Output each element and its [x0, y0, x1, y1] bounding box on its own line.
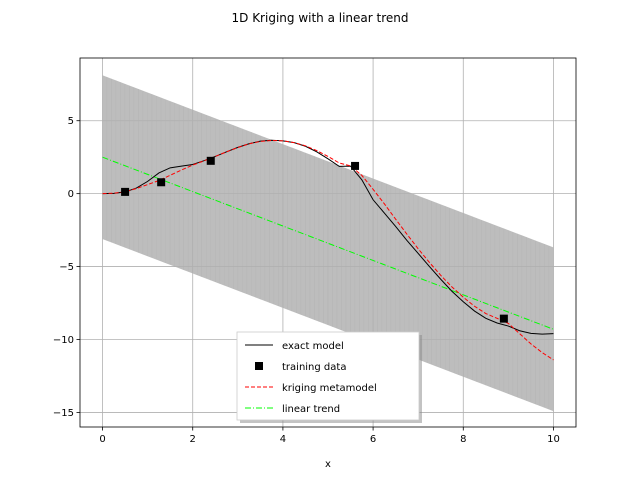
band-strip [201, 113, 207, 279]
linear-trend-line [102, 156, 554, 330]
training-data-point [157, 178, 166, 187]
series-group [102, 139, 554, 361]
band-strip [499, 226, 505, 393]
training-data-point [206, 156, 215, 165]
band-strip [323, 159, 329, 326]
legend-label: training data [282, 362, 346, 373]
band-strip [508, 230, 514, 396]
band-strip [192, 109, 198, 276]
band-strip [530, 238, 536, 405]
training-data-point [121, 187, 130, 196]
band-strip [129, 85, 135, 252]
legend-label: kriging metamodel [282, 383, 377, 394]
kriging-metamodel-line [102, 139, 554, 361]
band-strip [233, 125, 238, 291]
band-strip [305, 152, 311, 319]
band-strip [242, 128, 247, 295]
band-strip [517, 233, 523, 400]
chart-title: 1D Kriging with a linear trend [232, 11, 409, 25]
legend-swatch [255, 362, 263, 370]
legend-label: exact model [282, 341, 344, 352]
band-strip [332, 163, 338, 329]
band-strip [106, 77, 112, 243]
band-strip [273, 140, 279, 307]
legend-box [236, 331, 420, 421]
x-tick-label: 0 [99, 434, 105, 445]
band-strip [314, 156, 320, 322]
y-tick-label: 5 [68, 116, 74, 127]
plot-area: 0 2 4 6 8 10 −15 −10 −5 0 5 exact model training dat… [53, 57, 577, 445]
band-strip [188, 107, 193, 274]
axes-frame [79, 57, 577, 428]
band-strip [363, 175, 369, 341]
band-strip [548, 245, 554, 412]
band-strip [458, 211, 464, 377]
band-strip [404, 190, 410, 357]
y-tick-label: −10 [53, 335, 74, 346]
y-tick-label: 0 [68, 189, 74, 200]
band-strip [219, 120, 225, 286]
grid [80, 58, 576, 427]
ticks: 0 2 4 6 8 10 −15 −10 −5 0 5 [53, 116, 560, 445]
x-tick-label: 2 [190, 434, 196, 445]
y-tick-label: −15 [53, 408, 74, 419]
x-tick-label: 10 [547, 434, 560, 445]
legend: exact model training data kriging metamode… [236, 331, 422, 423]
band-strip [490, 223, 495, 389]
exact-model-line [102, 139, 554, 335]
x-tick-label: 4 [280, 434, 286, 445]
legend-label: linear trend [282, 404, 340, 415]
x-tick-label: 6 [370, 434, 376, 445]
band-strip [476, 218, 482, 384]
band-strip [345, 168, 351, 334]
band-strip [436, 202, 441, 369]
band-strip [260, 135, 266, 302]
x-axis-label: x [325, 459, 331, 470]
training-data-point [351, 161, 360, 170]
band-strip [251, 132, 257, 298]
band-strip [291, 147, 297, 314]
band-strip [120, 82, 126, 248]
x-tick-label: 8 [460, 434, 466, 445]
training-data-point [499, 314, 508, 323]
y-tick-label: −5 [59, 262, 74, 273]
band-strip [147, 92, 153, 259]
band-strip [179, 104, 184, 271]
